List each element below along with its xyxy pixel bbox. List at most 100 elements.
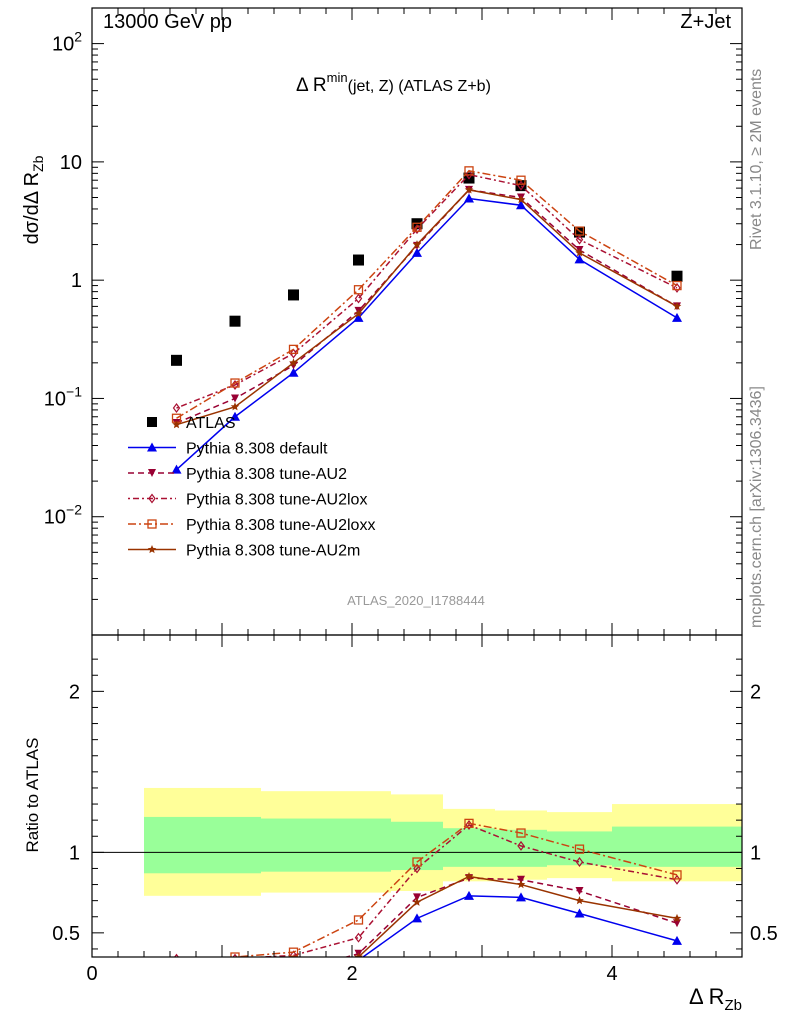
- ratio-panel-series: [173, 818, 682, 992]
- main-ylabel-sub: Zb: [30, 155, 46, 172]
- data-point: [288, 367, 299, 377]
- band-green: [326, 818, 391, 872]
- legend-label: Pythia 8.308 tune-AU2loxx: [186, 517, 375, 534]
- ratio-point: [575, 886, 584, 895]
- data-point: [574, 226, 585, 236]
- data-series: [171, 166, 683, 992]
- ratio-point: [517, 840, 525, 851]
- series-1: [171, 193, 682, 474]
- ratio-point: [230, 983, 240, 992]
- ratio-point: [575, 857, 584, 868]
- ratio-line-0: [361, 895, 678, 957]
- data-point: [289, 348, 298, 359]
- band-green: [391, 821, 443, 871]
- ratio-point: [575, 896, 584, 905]
- band-green: [547, 831, 612, 866]
- data-point: [574, 254, 585, 264]
- ratio-point: [290, 967, 298, 975]
- ratio-series-3: [225, 818, 682, 957]
- ratio-point: [413, 893, 421, 902]
- data-point: [230, 402, 240, 411]
- main-ylabel-main: dσ/dΔ R: [21, 172, 43, 244]
- legend-entry: Pythia 8.308 tune-AU2: [128, 466, 347, 483]
- data-point: [172, 420, 181, 429]
- band-green: [261, 818, 326, 872]
- ratio-y-tick-label-right: 1: [750, 842, 761, 864]
- main-panel-series: [171, 166, 683, 474]
- plot-title-sub: (jet, Z) (ATLAS Z+b): [348, 78, 491, 95]
- main-ylabel: dσ/dΔ RZb: [21, 155, 46, 244]
- ratio-point: [672, 870, 682, 880]
- ratio-point: [574, 908, 585, 918]
- x-axis-label-main: Δ R: [689, 984, 724, 1009]
- data-point: [288, 344, 299, 355]
- legend-marker: [148, 469, 156, 477]
- data-point: [229, 315, 241, 327]
- band-green: [209, 816, 261, 874]
- data-point: [575, 234, 584, 245]
- series-line-1: [175, 197, 678, 471]
- legend-label: Pythia 8.308 tune-AU2m: [186, 543, 360, 560]
- ratio-point: [516, 828, 526, 838]
- ratio-point: [289, 950, 298, 957]
- y-tick-label: 10: [60, 152, 82, 174]
- ratio-y-tick-label: 1: [69, 842, 80, 864]
- series-3: [172, 169, 681, 414]
- data-point: [172, 403, 181, 414]
- ratio-line-2: [250, 824, 678, 957]
- energy-label: 13000 GeV pp: [103, 11, 232, 33]
- series-5: [172, 185, 682, 429]
- ratio-line-3: [225, 822, 678, 957]
- data-point: [672, 280, 682, 291]
- ratio-series-4: [231, 872, 682, 985]
- data-point: [230, 378, 240, 388]
- ratio-point: [412, 857, 422, 867]
- series-2: [172, 185, 681, 427]
- ratio-point: [412, 913, 422, 923]
- ratio-point: [232, 953, 238, 957]
- ratio-point: [173, 953, 180, 957]
- ratio-point: [354, 932, 363, 943]
- axes: 0 2 4 102 10 1 10−1 10−2 0.5 0.5 1 1 2 2: [44, 7, 778, 985]
- rivet-label: Rivet 3.1.10, ≥ 2M events: [748, 69, 765, 250]
- ratio-point: [354, 952, 363, 957]
- data-point: [515, 180, 527, 192]
- legend-label: ATLAS: [186, 415, 236, 432]
- legend-entry: Pythia 8.308 tune-AU2m: [128, 543, 360, 560]
- analysis-watermark: ATLAS_2020_I1788444: [347, 593, 485, 608]
- ratio-point: [173, 963, 181, 971]
- data-point: [516, 200, 526, 210]
- ratio-point: [574, 844, 585, 854]
- series-0: [171, 172, 683, 366]
- data-point: [673, 282, 681, 293]
- x-tick-label: 4: [606, 963, 617, 985]
- data-point: [354, 309, 363, 318]
- ratio-point: [672, 913, 682, 922]
- y-tick-label: 10−1: [44, 383, 82, 410]
- series-4: [171, 166, 682, 423]
- ratio-point: [413, 863, 421, 874]
- legend-marker: [147, 545, 157, 554]
- plot-title: Δ Rmin(jet, Z) (ATLAS Z+b): [296, 70, 491, 96]
- band-green: [495, 829, 547, 867]
- y-tick-label: 1: [71, 270, 82, 292]
- y-tick-label: 102: [52, 29, 82, 56]
- legend-marker: [147, 417, 157, 427]
- legend-marker: [148, 493, 156, 504]
- data-point: [516, 175, 526, 185]
- data-point: [574, 226, 585, 238]
- data-point: [516, 195, 526, 204]
- ratio-series-0: [230, 890, 682, 992]
- band-green: [144, 816, 209, 874]
- ratio-point: [231, 977, 240, 985]
- x-tick-label: 0: [86, 963, 97, 985]
- legend-marker: [147, 442, 157, 452]
- data-point: [288, 289, 299, 301]
- mcplots-label: mcplots.cern.ch [arXiv:1306.3436]: [748, 386, 765, 628]
- series-line-2: [176, 189, 678, 424]
- data-point: [412, 222, 422, 232]
- ratio-point: [230, 952, 240, 957]
- ratio-point: [231, 969, 239, 977]
- data-point: [412, 247, 422, 257]
